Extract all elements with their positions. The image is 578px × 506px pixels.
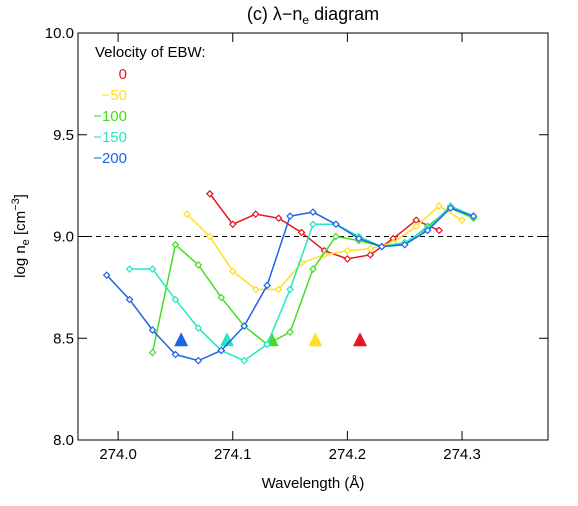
series-line [106,207,474,362]
data-point [205,189,214,198]
data-point [148,326,157,334]
data-point [240,322,249,330]
data-point [274,285,283,294]
data-point [171,350,180,359]
data-point [263,340,271,349]
data-point [355,234,363,243]
y-axis-label: log ne [cm−3] [10,194,32,278]
legend-title: Velocity of EBW: [95,44,206,61]
data-point [309,265,317,273]
x-tick-label: 274.2 [329,446,367,463]
data-point [205,232,214,241]
data-point [332,220,340,229]
data-point [458,216,466,225]
x-tick-label: 274.1 [214,446,252,463]
y-tick-label: 9.5 [53,127,74,144]
data-point [171,240,180,249]
legend-entry: −100 [93,108,127,125]
data-point [435,226,443,235]
data-point [148,348,157,357]
velocity-marker [353,332,367,347]
y-label-text: [cm [12,211,29,239]
chart-title: (c) λ−ne diagram [247,4,379,27]
data-point [102,271,111,280]
data-point [343,255,352,263]
data-point [435,202,443,210]
velocity-marker [174,332,189,347]
data-point [274,214,283,223]
data-point [286,328,294,336]
data-point [125,265,134,273]
legend-entry: −150 [93,129,127,146]
y-tick-label: 8.0 [53,432,74,449]
y-label-superscript: −3 [10,198,22,211]
data-point [263,281,271,290]
x-tick-label: 274.0 [99,446,137,463]
data-point [194,324,203,332]
data-point [183,210,191,218]
y-label-subscript: e [20,239,32,245]
data-point [251,210,260,218]
y-label-text: log n [12,245,29,278]
data-point [332,232,340,241]
data-point [366,250,375,259]
y-label-text: ] [12,194,29,198]
x-tick-label: 274.3 [443,446,481,463]
data-point [194,261,203,269]
data-point [217,346,226,355]
x-axis-label: Wavelength (Å) [262,475,365,492]
data-point [309,208,317,216]
y-tick-label: 9.0 [53,229,74,246]
data-point [412,222,421,231]
data-point [400,240,409,249]
data-point [366,244,375,253]
title-text: diagram [309,4,379,24]
data-point [194,356,203,365]
title-text: (c) λ−n [247,4,303,24]
data-point [228,267,237,275]
data-point [251,285,260,294]
legend-entry: −50 [102,87,127,104]
data-point [446,204,455,212]
data-point [125,295,134,304]
data-point [286,285,294,294]
data-point [240,356,249,365]
legend-entry: 0 [119,66,127,83]
series-line [129,205,474,362]
data-point [297,228,306,237]
data-point [469,212,478,220]
y-tick-label: 10.0 [45,25,74,42]
legend-entry: −200 [93,150,127,167]
data-point [148,265,157,273]
data-point [171,295,180,304]
y-tick-label: 8.5 [53,330,74,347]
data-point [377,242,386,251]
data-point [423,226,432,235]
data-point [217,293,226,302]
data-point [343,246,352,255]
data-point [286,212,294,220]
data-point [320,250,329,259]
data-point [309,220,317,229]
velocity-marker [308,332,323,347]
velocity-marker [220,332,235,347]
data-point [228,220,237,229]
title-subscript: e [302,13,309,27]
